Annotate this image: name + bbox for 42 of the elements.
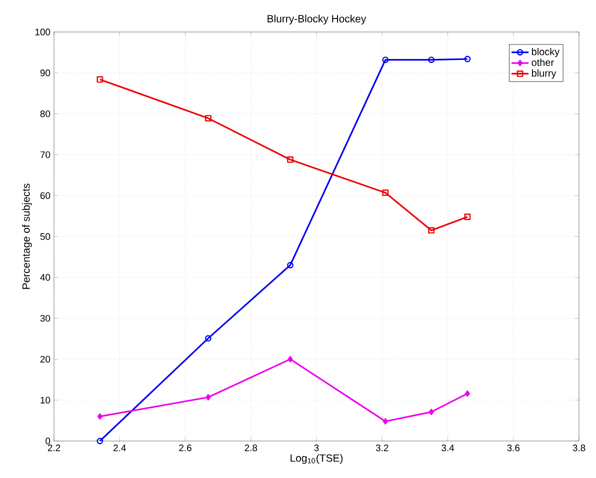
y-axis-title: Percentage of subjects	[22, 184, 32, 289]
legend-label: other	[532, 58, 554, 66]
x-tick-label: 2.4	[114, 444, 126, 452]
x-tick-label: 3.8	[572, 444, 586, 452]
point	[428, 56, 435, 64]
point	[287, 262, 294, 268]
point	[428, 408, 434, 416]
y-tick-label: 10	[40, 396, 50, 404]
x-axis-title: Log$_{10}$(TSE)	[290, 454, 343, 464]
x-tick-label: 2.8	[244, 444, 258, 452]
point	[464, 390, 470, 397]
y-tick-label: 30	[40, 314, 50, 322]
point	[464, 214, 471, 220]
y-tick-label: 80	[40, 110, 50, 118]
y-tick-label: 20	[40, 356, 50, 363]
y-tick-label: 40	[40, 274, 50, 281]
y-tick-label: 0	[46, 438, 50, 444]
point	[288, 356, 293, 362]
point	[287, 156, 294, 163]
y-tick-label: 70	[40, 151, 50, 158]
x-tick-label: 3.2	[376, 444, 388, 452]
legend-label: blurry	[532, 69, 556, 79]
x-tick-label: 3.4	[442, 444, 454, 452]
point	[205, 335, 212, 342]
x-tick-label: 3	[314, 444, 319, 452]
point	[205, 115, 212, 122]
x-tick-label: 2.6	[179, 444, 192, 452]
point	[382, 418, 388, 425]
y-tick-label: 60	[40, 192, 50, 199]
x-tick-label: 3.6	[507, 444, 520, 452]
y-tick-label: 100	[35, 28, 50, 36]
y-tick-label: 90	[40, 70, 50, 76]
chart-title: Blurry-Blocky Hockey	[268, 14, 366, 24]
y-tick-label: 50	[40, 233, 50, 240]
legend-label: blocky	[532, 48, 560, 58]
point	[382, 190, 389, 196]
x-tick-label: 2.2	[48, 444, 60, 452]
point	[97, 413, 102, 420]
point	[382, 56, 389, 64]
point	[96, 76, 104, 83]
point	[428, 227, 435, 234]
point	[206, 394, 211, 400]
